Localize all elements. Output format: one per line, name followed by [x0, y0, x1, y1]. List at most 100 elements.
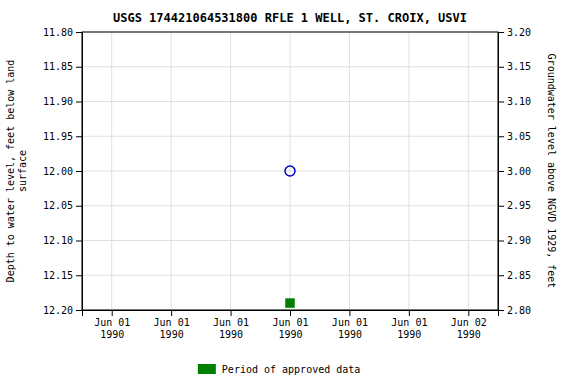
y2-axis-line — [499, 33, 505, 311]
y-axis: 11.80 11.85 11.90 11.95 12.00 12.05 12.10 12.15… — [43, 27, 83, 316]
x-tick-label: Jun 011990 — [272, 317, 308, 340]
y2-tick: 3.00 — [498, 166, 531, 177]
chart: Jun 011990Jun 011990Jun 011990Jun 011990… — [0, 0, 576, 384]
y-axis-title: Depth to water level, feet below landsur… — [5, 60, 28, 283]
x-tick: Jun 011990 — [94, 310, 130, 340]
y-tick-label: 12.00 — [43, 166, 73, 177]
y2-tick-label: 3.05 — [507, 131, 531, 142]
y-axis-line — [76, 33, 83, 311]
y-tick: 11.90 — [43, 96, 82, 107]
x-tick-mark — [409, 310, 410, 316]
text-line: 1990 — [457, 329, 481, 340]
y-tick-mark — [76, 102, 82, 103]
y2-tick: 2.90 — [498, 235, 531, 246]
y-tick-mark — [76, 136, 82, 137]
y-tick: 12.00 — [43, 166, 82, 177]
y2-tick-mark — [498, 32, 504, 33]
plot-frame — [82, 32, 498, 310]
text-line: Jun 01 — [213, 317, 249, 328]
text-line: 1990 — [338, 329, 362, 340]
y2-tick: 2.80 — [498, 305, 531, 316]
text-line: Jun 01 — [272, 317, 308, 328]
legend-label: Period of approved data — [222, 364, 360, 375]
y2-axis-title: Groundwater level above NGVD 1929, feet — [546, 54, 557, 289]
grid-line-x — [230, 32, 231, 310]
y-tick-mark — [76, 275, 82, 276]
grid-line-x — [171, 32, 172, 310]
y-tick: 12.15 — [43, 270, 82, 281]
series — [285, 166, 295, 176]
x-tick: Jun 011990 — [154, 310, 190, 340]
text-line: Jun 01 — [391, 317, 427, 328]
text-line: Jun 01 — [94, 317, 130, 328]
y2-tick-mark — [498, 206, 504, 207]
x-axis: Jun 011990Jun 011990Jun 011990Jun 011990… — [83, 310, 499, 340]
y2-tick-mark — [498, 241, 504, 242]
x-tick-label: Jun 011990 — [154, 317, 190, 340]
y2-tick-label: 2.90 — [507, 235, 531, 246]
text-line: 1990 — [397, 329, 421, 340]
y2-tick: 3.10 — [498, 96, 531, 107]
point — [286, 299, 294, 307]
y-tick: 12.20 — [43, 305, 82, 316]
y2-tick-mark — [498, 136, 504, 137]
grid-line-x — [468, 32, 469, 310]
x-axis-line — [83, 311, 499, 317]
x-tick: Jun 011990 — [391, 310, 427, 340]
y2-tick-mark — [498, 171, 504, 172]
y-tick-mark — [76, 67, 82, 68]
title: USGS 174421064531800 RFLE 1 WELL, ST. CR… — [113, 11, 467, 25]
y2-axis: 3.203.153.103.053.002.952.902.852.80 — [498, 27, 531, 316]
marks — [285, 166, 295, 307]
y2-tick: 2.95 — [498, 200, 531, 211]
y-tick-mark — [76, 171, 82, 172]
y2-tick: 2.85 — [498, 270, 531, 281]
y-tick-label: 11.90 — [43, 96, 73, 107]
y2-tick: 3.20 — [498, 27, 531, 38]
y-tick: 11.95 — [43, 131, 82, 142]
x-tick-label: Jun 011990 — [391, 317, 427, 340]
y2-tick-label: 2.80 — [507, 305, 531, 316]
y2-tick-mark — [498, 102, 504, 103]
legend: Period of approved data — [198, 364, 360, 375]
y-tick-label: 12.15 — [43, 270, 73, 281]
y-tick-mark — [76, 206, 82, 207]
y-tick: 12.05 — [43, 200, 82, 211]
y-tick-label: 11.95 — [43, 131, 73, 142]
x-tick: Jun 011990 — [213, 310, 249, 340]
x-tick-label: Jun 011990 — [332, 317, 368, 340]
y2-tick: 3.05 — [498, 131, 531, 142]
text-line: 1990 — [160, 329, 184, 340]
y-tick: 12.10 — [43, 235, 82, 246]
text-line: 1990 — [278, 329, 302, 340]
x-tick-mark — [349, 310, 350, 316]
x-tick: Jun 011990 — [332, 310, 368, 340]
y-tick: 11.80 — [43, 27, 82, 38]
y-tick-label: 12.20 — [43, 305, 73, 316]
y2-tick-label: 3.20 — [507, 27, 531, 38]
text-line: Jun 02 — [451, 317, 487, 328]
text-line: 1990 — [219, 329, 243, 340]
y2-tick-label: 3.00 — [507, 166, 531, 177]
legend-item: Period of approved data — [198, 364, 360, 375]
x-tick-mark — [231, 310, 232, 316]
grid-line-x — [408, 32, 409, 310]
plot-area: Jun 011990Jun 011990Jun 011990Jun 011990… — [5, 27, 557, 340]
point — [285, 166, 295, 176]
y2-tick-label: 3.10 — [507, 96, 531, 107]
x-tick-mark — [112, 310, 113, 316]
y-tick-label: 12.05 — [43, 200, 73, 211]
x-tick-label: Jun 021990 — [451, 317, 487, 340]
y-tick-label: 12.10 — [43, 235, 73, 246]
text-line: Jun 01 — [154, 317, 190, 328]
y-tick: 11.85 — [43, 61, 82, 72]
x-tick: Jun 021990 — [451, 310, 487, 340]
x-tick-label: Jun 011990 — [94, 317, 130, 340]
grid — [82, 32, 498, 310]
text-line: 1990 — [100, 329, 124, 340]
text-line: surface — [17, 150, 28, 192]
x-tick-mark — [171, 310, 172, 316]
y-tick-mark — [76, 241, 82, 242]
text-line: Depth to water level, feet below land — [5, 60, 16, 283]
grid-line-x — [349, 32, 350, 310]
